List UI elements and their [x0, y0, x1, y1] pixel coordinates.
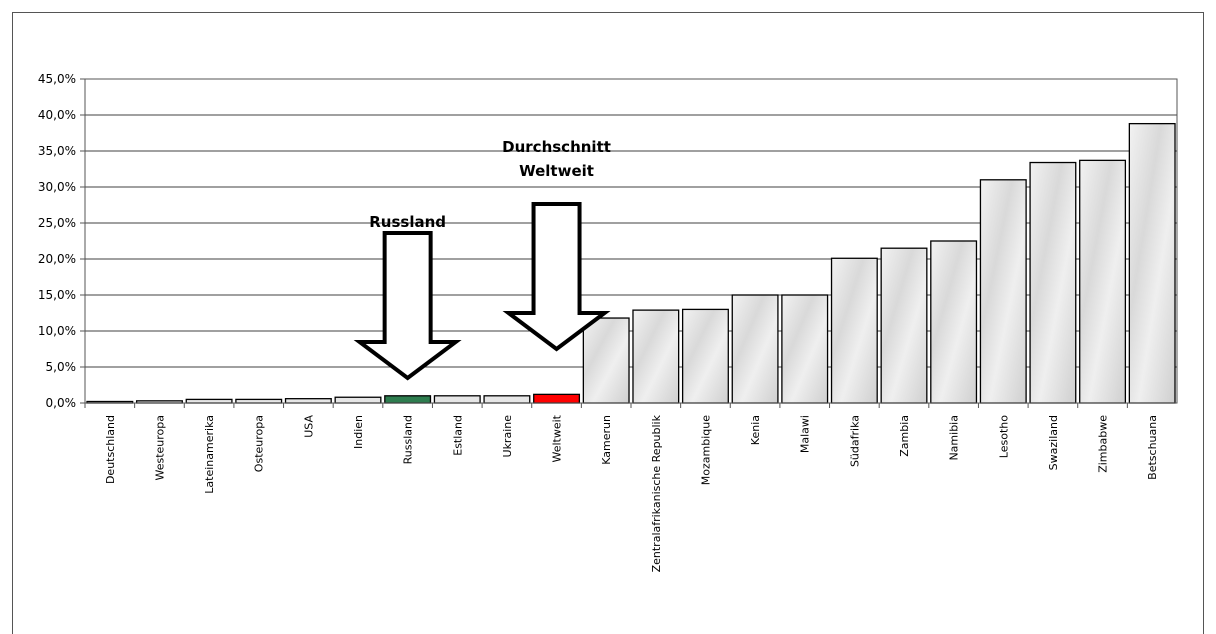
x-tick-label-zambia: Zambia — [898, 415, 911, 457]
x-tick-label-zimbabwe: Zimbabwe — [1097, 415, 1110, 473]
x-tick-label-lateinamerika: Lateinamerika — [203, 415, 216, 494]
annotation-arrow-russland — [360, 233, 456, 378]
bar-lesotho — [980, 180, 1026, 403]
bars — [87, 124, 1175, 403]
bar-swaziland — [1030, 163, 1076, 403]
y-tick-label: 40,0% — [38, 108, 76, 122]
x-tick-label-mozambique: Mozambique — [699, 415, 712, 485]
annotation-label-russland: Russland — [369, 213, 446, 231]
annotation-label-weltweit: Durchschnitt — [502, 138, 611, 156]
y-tick-label: 15,0% — [38, 288, 76, 302]
x-tick-label-osteuropa: Osteuropa — [253, 415, 266, 472]
bar-zambia — [881, 248, 927, 403]
bar-indien — [335, 397, 381, 403]
x-tick-label-namibia: Namibia — [948, 415, 961, 461]
x-tick-label-estland: Estland — [451, 415, 464, 456]
bar-südafrika — [832, 258, 878, 403]
bar-kamerun — [583, 318, 629, 403]
annotation-label-weltweit: Weltweit — [519, 162, 594, 180]
x-tick-label-indien: Indien — [352, 415, 365, 449]
y-tick-label: 10,0% — [38, 324, 76, 338]
x-tick-label-südafrika: Südafrika — [848, 415, 861, 467]
y-tick-label: 5,0% — [46, 360, 77, 374]
y-tick-label: 20,0% — [38, 252, 76, 266]
bar-zentralafrikanische-republik — [633, 310, 679, 403]
x-tick-label-deutschland: Deutschland — [104, 415, 117, 484]
x-tick-label-swaziland: Swaziland — [1047, 415, 1060, 470]
bar-malawi — [782, 295, 828, 403]
x-tick-label-westeuropa: Westeuropa — [153, 415, 166, 481]
x-tick-label-ukraine: Ukraine — [501, 415, 514, 458]
x-tick-label-kamerun: Kamerun — [600, 415, 613, 465]
x-axis-labels: Deutschland Westeuropa Lateinamerika Osteur… — [85, 403, 1159, 572]
bar-zimbabwe — [1080, 160, 1126, 403]
x-tick-label-kenia: Kenia — [749, 415, 762, 445]
y-tick-label: 30,0% — [38, 180, 76, 194]
y-tick-label: 25,0% — [38, 216, 76, 230]
bar-ukraine — [484, 396, 530, 403]
x-tick-label-betschuana: Betschuana — [1146, 415, 1159, 480]
bar-mozambique — [683, 309, 729, 403]
y-tick-label: 0,0% — [46, 396, 77, 410]
bar-kenia — [732, 295, 778, 403]
y-axis-ticks: 0,0% 5,0% 10,0% 15,0% 20,0% 25,0% 30,0% 35,0% 40… — [38, 72, 85, 410]
bar-usa — [286, 399, 332, 403]
x-tick-label-zentralafrikanische-republik: Zentralafrikanische Republik — [650, 414, 663, 572]
bar-namibia — [931, 241, 977, 403]
bar-weltweit — [534, 394, 580, 403]
bar-lateinamerika — [186, 399, 232, 403]
x-tick-label-lesotho: Lesotho — [997, 415, 1010, 458]
bar-russland — [385, 396, 431, 403]
bar-estland — [434, 396, 480, 403]
x-tick-label-usa: USA — [302, 415, 315, 438]
bar-betschuana — [1129, 124, 1175, 403]
y-tick-label: 35,0% — [38, 144, 76, 158]
x-tick-label-malawi: Malawi — [799, 415, 812, 453]
bar-osteuropa — [236, 399, 282, 403]
y-tick-label: 45,0% — [38, 72, 76, 86]
x-tick-label-weltweit: Weltweit — [551, 414, 564, 462]
x-tick-label-russland: Russland — [402, 415, 415, 464]
